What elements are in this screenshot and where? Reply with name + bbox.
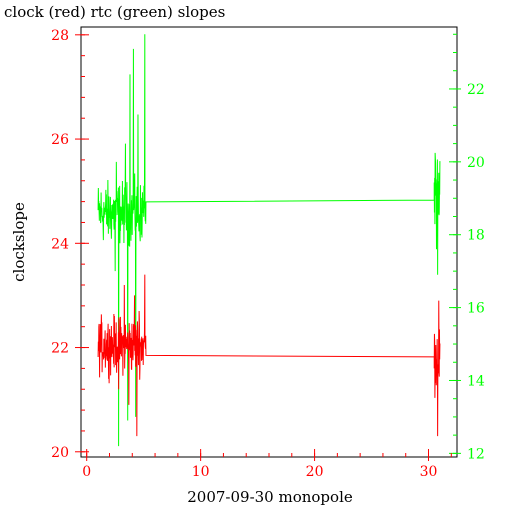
series-line [97, 34, 441, 447]
y-axis-label: clockslope [10, 202, 28, 282]
left-tick-label: 24 [51, 236, 69, 252]
right-tick-label: 22 [467, 82, 485, 98]
series-layer [97, 34, 441, 447]
left-tick-label: 20 [51, 445, 69, 461]
series-rtc [97, 34, 441, 447]
right-tick-label: 18 [467, 228, 485, 244]
left-tick-label: 22 [51, 341, 69, 357]
right-tick-label: 12 [467, 446, 485, 462]
chart-title: clock (red) rtc (green) slopes [4, 3, 225, 21]
bottom-axis: 0 10 20 30 [82, 449, 452, 480]
x-tick-label: 0 [82, 464, 91, 480]
left-tick-label: 28 [51, 28, 69, 44]
right-tick-label: 14 [467, 373, 485, 389]
series-clock [97, 274, 441, 437]
right-axis: 12 14 16 18 20 22 [449, 33, 485, 462]
right-tick-label: 20 [467, 155, 485, 171]
x-tick-label: 10 [192, 464, 210, 480]
x-tick-label: 20 [306, 464, 324, 480]
left-axis: 20 22 24 26 28 [51, 28, 89, 461]
x-tick-label: 30 [420, 464, 438, 480]
series-line [97, 274, 441, 437]
left-tick-label: 26 [51, 132, 69, 148]
right-tick-label: 16 [467, 301, 485, 317]
x-axis-label: 2007-09-30 monopole [187, 488, 353, 506]
